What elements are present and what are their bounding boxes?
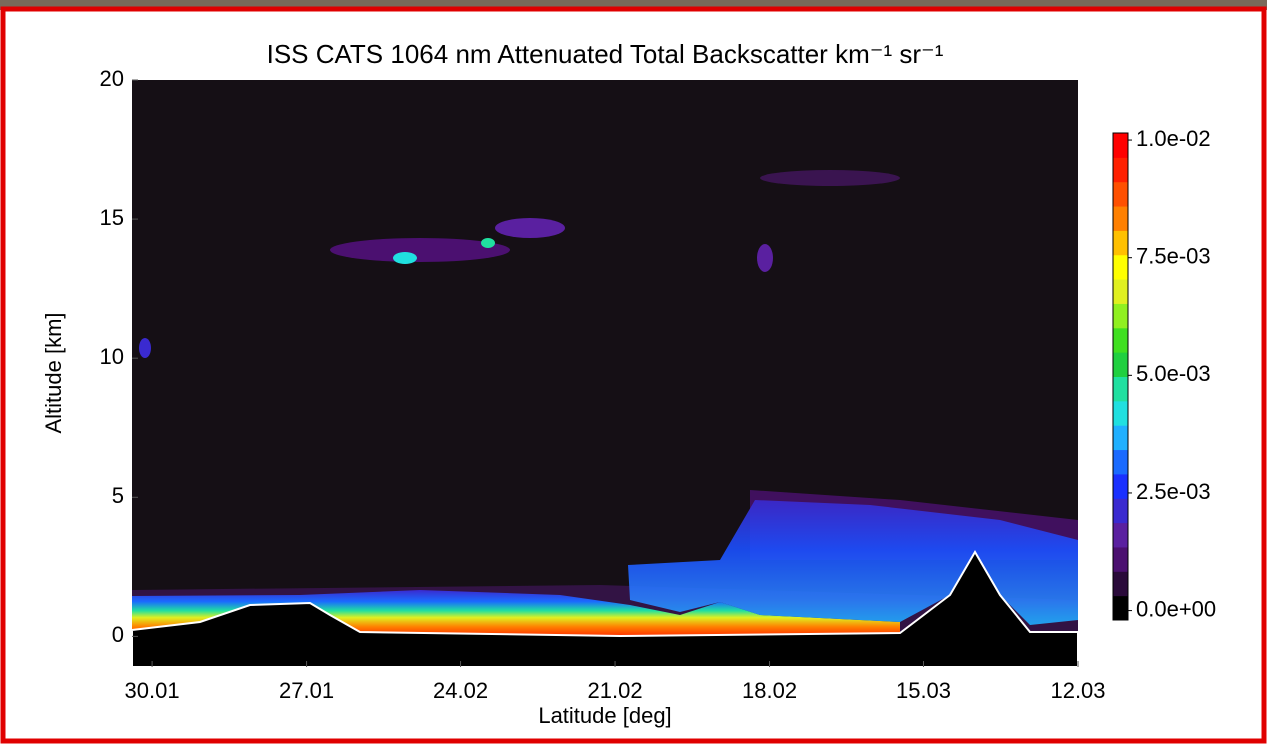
colorbar-band: [1113, 376, 1128, 402]
colorbar-band: [1113, 498, 1128, 524]
colorbar-band: [1113, 230, 1128, 256]
terrain: [131, 550, 1079, 668]
cloud: [760, 170, 900, 186]
colorbar-band: [1113, 303, 1128, 329]
x-tick-label: 27.01: [279, 678, 334, 703]
colorbar-band: [1113, 595, 1128, 621]
colorbar-tick-label: 7.5e-03: [1136, 244, 1211, 269]
colorbar-band: [1113, 133, 1128, 158]
background-photo: [0, 0, 1267, 10]
cloud: [139, 338, 151, 358]
colorbar-band: [1113, 473, 1128, 499]
x-tick-label: 18.02: [742, 678, 797, 703]
y-tick-label: 0: [112, 622, 124, 647]
y-tick-label: 15: [100, 205, 124, 230]
x-tick-label: 24.02: [433, 678, 488, 703]
boundary-layer: [132, 590, 900, 636]
colorbar-band: [1113, 546, 1128, 572]
cloud: [330, 238, 510, 262]
colorbar-tick-label: 1.0e-02: [1136, 126, 1211, 151]
aerosol-plume: [628, 500, 1078, 625]
x-tick-label: 21.02: [588, 678, 643, 703]
colorbar-band: [1113, 206, 1128, 231]
colorbar-band: [1113, 425, 1128, 451]
cloud: [757, 244, 773, 272]
colorbar-band: [1113, 571, 1128, 597]
colorbar-band: [1113, 157, 1128, 183]
chart-title: ISS CATS 1064 nm Attenuated Total Backsc…: [267, 39, 944, 69]
x-tick-label: 12.03: [1050, 678, 1105, 703]
colorbar-band: [1113, 181, 1128, 207]
colorbar-band: [1113, 400, 1128, 426]
colorbar-tick-label: 5.0e-03: [1136, 361, 1211, 386]
y-tick-label: 10: [100, 344, 124, 369]
cloud: [495, 218, 565, 238]
y-tick-label: 20: [100, 66, 124, 91]
x-tick-label: 15.03: [896, 678, 951, 703]
y-tick-label: 5: [112, 483, 124, 508]
colorbar-frame: [1112, 132, 1129, 621]
plot-area: [131, 80, 1079, 668]
cloud: [393, 252, 417, 264]
colorbar-band: [1113, 327, 1128, 353]
cloud: [481, 238, 495, 248]
colorbar-band: [1113, 522, 1128, 548]
x-tick-label: 30.01: [125, 678, 180, 703]
colorbar-band: [1113, 449, 1128, 475]
colorbar-band: [1113, 254, 1128, 280]
colorbar-tick-label: 2.5e-03: [1136, 479, 1211, 504]
colorbar-band: [1113, 279, 1128, 304]
colorbar-band: [1113, 352, 1128, 377]
x-axis-label: Latitude [deg]: [538, 703, 671, 728]
colorbar-tick-label: 0.0e+00: [1136, 596, 1216, 621]
y-axis-label: Altitude [km]: [41, 312, 66, 433]
